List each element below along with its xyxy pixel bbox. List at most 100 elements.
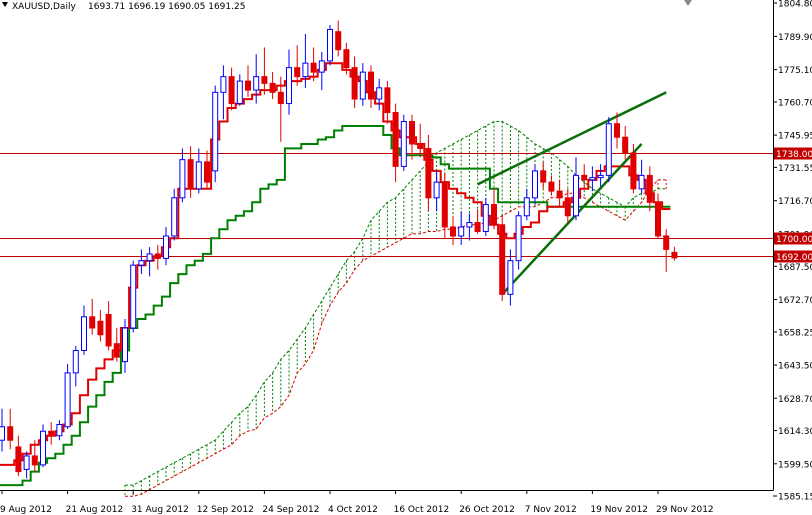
candle-body xyxy=(122,327,128,363)
candle xyxy=(433,170,440,212)
candle xyxy=(532,164,538,205)
candle xyxy=(228,67,235,111)
y-tick-label: 1804.80 xyxy=(778,0,812,10)
candle-body xyxy=(310,62,317,73)
y-tick-label: 1789.90 xyxy=(778,33,812,43)
candle-body xyxy=(441,181,448,228)
candle xyxy=(72,345,79,387)
candle xyxy=(384,81,391,124)
candle-body xyxy=(15,446,22,473)
y-tick-label: 1745.95 xyxy=(778,132,812,142)
candle xyxy=(622,125,629,160)
y-tick-label: 1585.15 xyxy=(778,493,812,503)
candle-body xyxy=(64,372,71,428)
candle-body xyxy=(23,455,30,470)
time-axis: 9 Aug 2012 21 Aug 2012 31 Aug 2012 12 Sep 2… xyxy=(0,490,714,515)
candle xyxy=(286,49,292,115)
candle-body xyxy=(597,174,604,179)
level-labels: 1738.00 1700.00 1692.00 xyxy=(774,147,812,263)
candle xyxy=(491,188,497,230)
candle xyxy=(154,244,161,270)
candle xyxy=(48,422,55,445)
candle xyxy=(113,328,120,362)
candle xyxy=(204,150,210,189)
candle-body xyxy=(392,112,399,167)
candle xyxy=(343,42,350,75)
candle-body xyxy=(409,121,415,145)
candle-body xyxy=(56,424,63,437)
candle-body xyxy=(417,143,424,149)
ichimoku-lines xyxy=(0,62,671,487)
candle-body xyxy=(212,91,219,172)
candle-body xyxy=(523,197,530,217)
candle xyxy=(310,47,317,82)
candle-body xyxy=(138,260,145,266)
candle-body xyxy=(113,343,120,358)
candle-body xyxy=(0,426,5,441)
x-tick-label: 12 Sep 2012 xyxy=(197,505,254,515)
level-label-bg xyxy=(774,147,812,160)
candle-body xyxy=(532,170,538,199)
candle xyxy=(31,440,38,472)
candle xyxy=(425,134,432,212)
candle xyxy=(540,161,547,189)
candle xyxy=(171,188,178,241)
candle xyxy=(89,298,96,335)
candle xyxy=(212,85,219,183)
candles xyxy=(0,20,678,479)
candle-body xyxy=(515,215,522,262)
candle xyxy=(548,175,555,196)
candle-body xyxy=(81,316,87,351)
kijun-sen-line xyxy=(0,125,671,487)
y-tick-label: 1716.70 xyxy=(778,197,812,207)
candle xyxy=(409,114,415,160)
candle-body xyxy=(450,226,456,237)
candle xyxy=(351,56,358,109)
candle xyxy=(507,249,514,306)
x-tick-label: 24 Sep 2012 xyxy=(262,505,319,515)
candle xyxy=(64,363,71,430)
candle xyxy=(597,164,604,187)
candle-body xyxy=(351,67,358,100)
x-tick-label: 26 Oct 2012 xyxy=(459,505,515,515)
candle xyxy=(376,78,383,111)
candle-body xyxy=(540,170,547,183)
candle-body xyxy=(359,71,366,100)
candle xyxy=(163,226,169,266)
candle-body xyxy=(655,201,661,237)
candle xyxy=(482,197,489,236)
y-tick-label: 1760.70 xyxy=(778,98,812,108)
candle xyxy=(417,123,424,158)
candle-body xyxy=(400,121,407,167)
candle xyxy=(663,229,670,272)
candle-body xyxy=(376,87,383,100)
candle xyxy=(646,166,653,212)
candle xyxy=(564,188,571,223)
candle xyxy=(630,143,637,194)
candle-body xyxy=(638,174,645,190)
chart-header: XAUUSD,Daily 1693.71 1696.19 1690.05 169… xyxy=(2,2,245,12)
candle xyxy=(294,45,301,86)
candle xyxy=(556,179,563,207)
candle-body xyxy=(573,174,579,217)
candle xyxy=(302,33,309,88)
candle xyxy=(359,63,366,106)
candle-body xyxy=(195,161,202,190)
candle-body xyxy=(302,62,309,78)
candle-body xyxy=(48,430,55,437)
candle xyxy=(15,435,22,477)
candle xyxy=(400,114,407,171)
candle-body xyxy=(630,152,637,190)
symbol-label: XAUUSD,Daily xyxy=(12,2,76,12)
candle-body xyxy=(286,67,292,105)
y-tick-label: 1731.55 xyxy=(778,164,812,174)
candle xyxy=(245,65,251,97)
candle xyxy=(261,47,268,95)
candle xyxy=(614,112,620,149)
candle-body xyxy=(236,80,243,105)
candle-body xyxy=(204,161,210,183)
shift-marker-icon[interactable] xyxy=(684,0,692,6)
candle-body xyxy=(589,177,596,181)
